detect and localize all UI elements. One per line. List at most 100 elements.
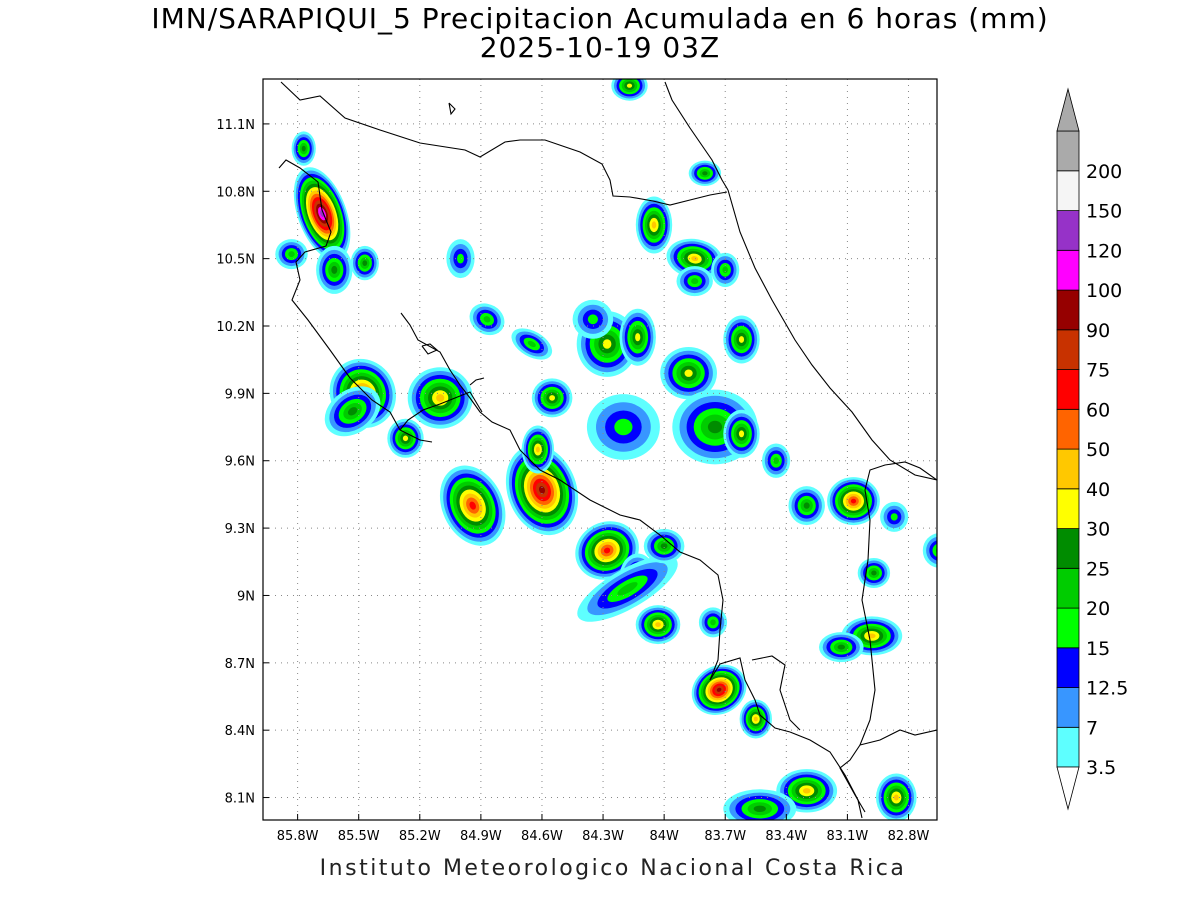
colorbar-swatch (1056, 647, 1080, 688)
colorbar-swatch (1056, 687, 1080, 728)
rain-contour (603, 547, 611, 554)
colorbar-swatch (1056, 408, 1080, 450)
pacific-coast-north (278, 159, 433, 443)
colorbar-swatch (1056, 329, 1080, 370)
rain-contour (691, 256, 699, 262)
lon-tick-label: 84.6W (521, 829, 563, 844)
osa-peninsula (709, 657, 791, 733)
rain-cell (439, 465, 506, 546)
burica (789, 731, 863, 819)
lat-tick-label: 8.1N (225, 792, 255, 807)
rain-cell (711, 252, 740, 288)
rain-contour (738, 336, 745, 343)
rain-cell (350, 245, 379, 281)
lon-tick-label: 83.1W (826, 829, 868, 844)
colorbar-swatch (1056, 170, 1080, 212)
rain-cell (643, 528, 685, 564)
colorbar-swatch (1056, 210, 1080, 251)
rain-contour (707, 420, 723, 434)
rain-contour (655, 622, 661, 627)
rain-contour (535, 446, 540, 453)
rain-cell (841, 616, 903, 656)
rain-contour (617, 582, 638, 596)
rain-contour (893, 794, 899, 801)
gulf-island (421, 343, 439, 355)
rainfall-layer (275, 79, 937, 820)
rain-contour (660, 543, 668, 549)
plot-frame (262, 78, 938, 821)
lat-tick-label: 11.1N (216, 118, 255, 133)
rain-cell (611, 79, 648, 101)
colorbar-label: 150 (1086, 201, 1122, 223)
colorbar-swatch (1056, 726, 1080, 768)
colorbar-label: 90 (1086, 320, 1110, 342)
colorbar-label: 25 (1086, 558, 1110, 580)
colorbar-swatch (1056, 607, 1080, 649)
rain-cell (880, 501, 909, 532)
rain-contour (483, 316, 491, 323)
rain-cell (723, 409, 760, 458)
rain-contour (753, 716, 758, 722)
rain-contour (932, 543, 937, 558)
rain-contour (710, 619, 716, 626)
rain-contour (362, 260, 368, 266)
colorbar-swatch (1056, 130, 1080, 172)
lon-tick-label: 84.3W (582, 829, 624, 844)
rain-cell (291, 131, 316, 166)
lat-tick-label: 8.4N (225, 724, 255, 739)
rain-contour (402, 435, 409, 442)
colorbar-swatch (1056, 289, 1080, 331)
colorbar-swatch (1056, 528, 1080, 569)
coastline (278, 81, 937, 819)
rain-contour (684, 369, 693, 377)
rain-contour (738, 430, 745, 438)
rain-contour (722, 266, 728, 274)
rain-contour (850, 498, 857, 504)
colorbar-swatch (1056, 567, 1080, 609)
credit-text: Instituto Meteorologico Nacional Costa R… (319, 856, 907, 881)
rain-cell (635, 196, 673, 254)
rain-contour (469, 501, 476, 510)
rain-cell (676, 266, 713, 297)
rain-contour (773, 457, 779, 465)
colorbar-swatch (1056, 488, 1080, 529)
river-border (469, 377, 485, 386)
lon-tick-label: 84.9W (460, 829, 502, 844)
rain-cell (857, 558, 891, 588)
colorbar-swatch (1056, 448, 1080, 490)
rain-contour (538, 486, 546, 494)
map-title: IMN/SARAPIQUI_5 Precipitacion Acumulada … (151, 2, 1049, 35)
nicoya-peninsula (399, 391, 483, 431)
rain-contour (635, 333, 641, 342)
colorbar: 3.5 7 12.5 15 20 25 30 40 50 60 75 90 100 120 150 200 (1056, 87, 1128, 811)
colorbar-label: 30 (1086, 519, 1110, 541)
colorbar-label: 12.5 (1086, 678, 1128, 700)
colorbar-label: 75 (1086, 360, 1110, 382)
rain-cell (572, 299, 614, 339)
colorbar-over-arrow (1056, 87, 1080, 132)
colorbar-swatch (1056, 249, 1080, 291)
rain-contour (837, 644, 845, 650)
rain-cell (762, 443, 791, 478)
rain-cell (819, 632, 864, 663)
rain-cell (922, 533, 937, 568)
colorbar-under-arrow (1056, 766, 1080, 811)
rain-cell (827, 477, 880, 526)
rain-contour (331, 265, 338, 274)
lon-tick-label: 85.8W (277, 829, 319, 844)
axis-ticks: 85.8W 85.5W 85.2W 84.9W 84.6W 84.3W 84W 83.7W 83… (216, 118, 929, 844)
colorbar-label: 20 (1086, 598, 1110, 620)
lake-island (448, 102, 456, 116)
lon-tick-label: 83.4W (765, 829, 807, 844)
rain-contour (871, 570, 877, 576)
rain-contour (347, 407, 358, 416)
nicoya-gulf (400, 312, 521, 451)
rain-contour (803, 502, 810, 509)
rain-cell (876, 773, 917, 820)
rain-cell (324, 386, 381, 437)
rain-contour (436, 394, 445, 402)
rain-cell (788, 486, 825, 526)
rain-contour (802, 788, 811, 794)
rain-cell (577, 555, 678, 622)
lat-tick-label: 9.3N (225, 522, 255, 537)
